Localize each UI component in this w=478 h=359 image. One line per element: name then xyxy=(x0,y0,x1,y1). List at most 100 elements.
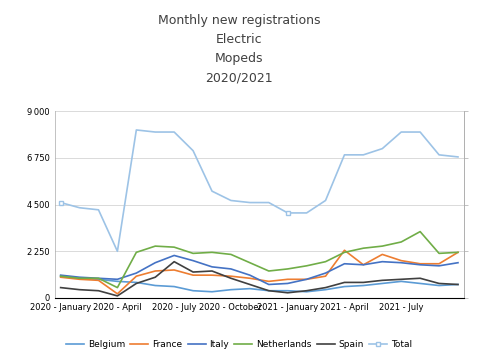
Italy xyxy=(436,264,442,268)
Text: Monthly new registrations
Electric
Mopeds
2020/2021: Monthly new registrations Electric Moped… xyxy=(158,14,320,84)
Netherlands xyxy=(247,261,253,265)
Belgium xyxy=(133,280,139,285)
Italy xyxy=(417,263,423,267)
Belgium xyxy=(228,288,234,292)
France xyxy=(285,277,291,281)
Line: Spain: Spain xyxy=(61,262,458,296)
Total xyxy=(76,206,82,210)
Spain xyxy=(209,269,215,273)
Belgium xyxy=(266,289,272,293)
Netherlands xyxy=(398,240,404,244)
Belgium xyxy=(115,279,120,284)
Italy xyxy=(266,282,272,286)
France xyxy=(304,277,309,281)
France xyxy=(455,250,461,255)
France xyxy=(228,274,234,278)
Netherlands xyxy=(380,244,385,248)
Italy xyxy=(171,253,177,258)
Italy xyxy=(455,261,461,265)
Belgium xyxy=(436,283,442,288)
Belgium xyxy=(342,284,348,289)
Spain xyxy=(76,288,82,292)
Line: Belgium: Belgium xyxy=(61,276,458,292)
France xyxy=(417,262,423,266)
Total xyxy=(417,130,423,134)
Italy xyxy=(96,276,101,280)
Spain xyxy=(171,260,177,264)
Spain xyxy=(58,285,64,290)
Netherlands xyxy=(455,250,461,255)
Spain xyxy=(190,270,196,274)
Belgium xyxy=(360,283,366,288)
Total xyxy=(58,200,64,205)
Netherlands xyxy=(360,246,366,250)
France xyxy=(398,258,404,263)
Belgium xyxy=(76,276,82,280)
France xyxy=(171,268,177,272)
Italy xyxy=(398,261,404,265)
Total xyxy=(133,128,139,132)
Italy xyxy=(115,277,120,281)
Netherlands xyxy=(323,260,328,264)
France xyxy=(133,274,139,278)
Italy xyxy=(152,261,158,265)
Italy xyxy=(76,275,82,279)
France xyxy=(360,263,366,267)
Belgium xyxy=(417,281,423,286)
Total xyxy=(171,130,177,134)
Total xyxy=(360,153,366,157)
Line: Netherlands: Netherlands xyxy=(61,232,458,288)
France xyxy=(380,252,385,257)
Spain xyxy=(96,289,101,293)
Spain xyxy=(133,281,139,286)
Italy xyxy=(58,273,64,277)
Italy xyxy=(209,265,215,269)
Netherlands xyxy=(152,244,158,248)
Italy xyxy=(304,277,309,281)
Belgium xyxy=(380,281,385,286)
Total xyxy=(247,200,253,205)
Line: France: France xyxy=(61,250,458,294)
Spain xyxy=(342,280,348,285)
Spain xyxy=(304,289,309,293)
Netherlands xyxy=(417,229,423,234)
Netherlands xyxy=(171,245,177,249)
Belgium xyxy=(304,290,309,294)
Belgium xyxy=(96,277,101,281)
France xyxy=(342,248,348,252)
Netherlands xyxy=(76,276,82,280)
Total xyxy=(228,198,234,202)
Total xyxy=(190,149,196,153)
Total xyxy=(266,200,272,205)
Italy xyxy=(360,263,366,267)
Netherlands xyxy=(209,250,215,255)
Spain xyxy=(323,285,328,290)
Netherlands xyxy=(304,264,309,268)
Spain xyxy=(285,291,291,295)
Spain xyxy=(417,276,423,280)
Legend: Belgium, France, Italy, Netherlands, Spain, Total: Belgium, France, Italy, Netherlands, Spa… xyxy=(62,336,416,353)
Spain xyxy=(247,282,253,286)
France xyxy=(190,273,196,277)
Total xyxy=(152,130,158,134)
Spain xyxy=(152,275,158,279)
Belgium xyxy=(58,274,64,278)
Spain xyxy=(115,294,120,298)
Belgium xyxy=(323,288,328,292)
France xyxy=(115,292,120,296)
Line: Total: Total xyxy=(59,128,460,253)
Total xyxy=(209,189,215,193)
France xyxy=(266,279,272,284)
Spain xyxy=(436,281,442,286)
Netherlands xyxy=(342,250,348,255)
Belgium xyxy=(190,289,196,293)
Total xyxy=(115,249,120,253)
Netherlands xyxy=(266,269,272,273)
Spain xyxy=(455,282,461,286)
Total xyxy=(455,155,461,159)
Italy xyxy=(380,260,385,264)
Netherlands xyxy=(190,251,196,256)
France xyxy=(209,273,215,277)
Total xyxy=(285,211,291,215)
Spain xyxy=(228,276,234,280)
